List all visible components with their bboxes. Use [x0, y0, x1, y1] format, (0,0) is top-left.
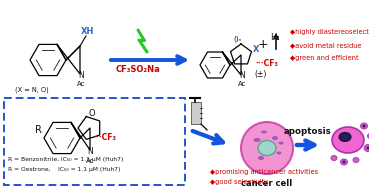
Ellipse shape [279, 142, 283, 145]
Text: CF₃SO₂Na: CF₃SO₂Na [115, 66, 161, 74]
Ellipse shape [368, 133, 369, 139]
Ellipse shape [339, 132, 351, 142]
Text: ◆good selectivity: ◆good selectivity [210, 179, 268, 185]
Text: ()ₙ: ()ₙ [234, 36, 242, 42]
Text: cancer cell: cancer cell [241, 178, 293, 187]
Text: ···CF₃: ···CF₃ [255, 59, 278, 67]
Ellipse shape [261, 130, 267, 133]
Circle shape [241, 122, 293, 174]
Text: X: X [253, 46, 259, 54]
Ellipse shape [258, 156, 264, 160]
Ellipse shape [276, 152, 282, 154]
Ellipse shape [342, 160, 345, 163]
Ellipse shape [353, 157, 359, 163]
Text: R = Benzonitrile, IC₅₀ = 1.1 μM (Huh7): R = Benzonitrile, IC₅₀ = 1.1 μM (Huh7) [8, 157, 123, 163]
Text: Ac: Ac [77, 81, 85, 87]
Text: R: R [35, 125, 41, 135]
Text: N: N [239, 71, 245, 81]
Ellipse shape [254, 138, 261, 142]
Text: N: N [78, 70, 84, 80]
Text: Ac: Ac [238, 81, 246, 87]
Ellipse shape [364, 145, 369, 152]
Text: (±): (±) [255, 70, 267, 80]
Text: O: O [89, 108, 95, 118]
Ellipse shape [341, 159, 348, 165]
Ellipse shape [272, 136, 278, 140]
Ellipse shape [361, 123, 368, 129]
Text: ···CF₃: ···CF₃ [93, 133, 116, 143]
Ellipse shape [366, 146, 369, 149]
Ellipse shape [258, 140, 276, 156]
Text: ◆green and efficient: ◆green and efficient [290, 55, 359, 61]
Text: apoptosis: apoptosis [284, 128, 332, 136]
Text: XH: XH [81, 28, 95, 36]
Bar [191, 102, 201, 124]
Text: ◆avoid metal residue: ◆avoid metal residue [290, 42, 362, 48]
Text: +: + [258, 39, 268, 51]
Text: H₂: H₂ [270, 33, 280, 43]
Text: ◆highly diastereoselective: ◆highly diastereoselective [290, 29, 369, 35]
Ellipse shape [362, 125, 366, 128]
Text: (X = N, O): (X = N, O) [15, 87, 49, 93]
Text: N: N [87, 147, 93, 156]
Text: ◆promising anticancer activities: ◆promising anticancer activities [210, 169, 318, 175]
Ellipse shape [331, 156, 337, 160]
Text: Ac: Ac [86, 158, 94, 164]
Text: R = Oestrone,    IC₅₀ = 1.1 μM (Huh7): R = Oestrone, IC₅₀ = 1.1 μM (Huh7) [8, 167, 121, 173]
Ellipse shape [332, 127, 364, 153]
